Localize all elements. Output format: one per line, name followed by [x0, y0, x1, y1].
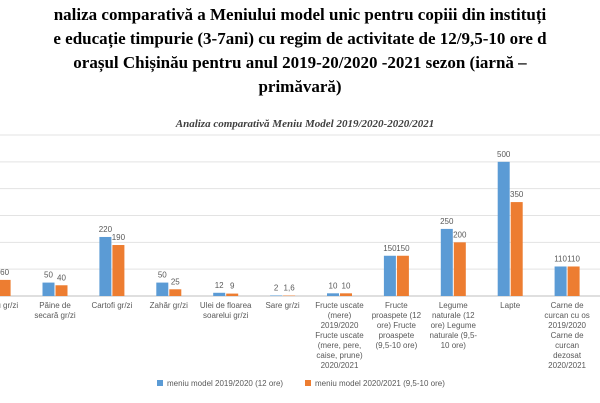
- x-tick-label: Cartofi gr/zi: [91, 301, 133, 310]
- bar: [327, 293, 339, 296]
- legend-swatch: [157, 380, 163, 386]
- bar: [497, 161, 510, 296]
- bar: [42, 282, 55, 296]
- bar: [453, 242, 466, 296]
- data-label: 60: [0, 268, 9, 277]
- bar: [213, 292, 226, 296]
- bar: [156, 282, 169, 296]
- bar: [554, 266, 567, 296]
- x-tick-label: Fructe proaspete (12 ore) Fructe proaspe…: [371, 301, 422, 350]
- legend-label: meniu model 2020/2021 (9,5-10 ore): [315, 379, 445, 388]
- bar: [169, 289, 182, 296]
- x-tick-label: Ulei de floarea soarelui gr/zi: [199, 301, 252, 320]
- x-tick-label: Fructe uscate (mere) 2019/2020 Fructe us…: [315, 301, 364, 370]
- bar: [0, 279, 11, 296]
- data-label: 250: [440, 217, 454, 226]
- data-label: 150: [396, 244, 410, 253]
- data-label: 190: [112, 233, 126, 242]
- chart-subtitle: Analiza comparativă Meniu Model 2019/202…: [175, 118, 435, 130]
- data-label: 500: [497, 150, 511, 159]
- bar: [567, 266, 580, 296]
- chart-title: primăvară): [258, 77, 341, 96]
- data-label: 25: [171, 277, 180, 286]
- data-label: 350: [510, 190, 524, 199]
- data-label: 1,6: [284, 284, 296, 293]
- legend-swatch: [305, 380, 311, 386]
- bar: [510, 202, 523, 296]
- data-label: 110: [567, 254, 580, 263]
- data-label: 50: [158, 271, 167, 280]
- bar: [226, 293, 239, 296]
- data-label: 50: [44, 271, 53, 280]
- chart-title: naliza comparativă a Meniului model unic…: [54, 5, 547, 25]
- data-label: 10: [342, 281, 351, 290]
- data-label: 9: [230, 282, 235, 291]
- bar: [396, 255, 409, 296]
- x-tick-label: Carne de curcan cu os 2019/2020 Carne de…: [544, 301, 590, 370]
- bar: [340, 293, 352, 296]
- chart-title: e educație timpurie (3-7ani) cu regim de…: [53, 29, 547, 49]
- data-label: 2: [274, 283, 279, 292]
- x-tick-label: e grâu gr/zi: [0, 301, 19, 310]
- bar: [440, 228, 453, 296]
- x-tick-label: Legume naturale (12 ore) Legume naturale…: [429, 301, 478, 350]
- data-label: 200: [453, 230, 467, 239]
- x-tick-label: Zahăr gr/zi: [149, 301, 188, 310]
- data-label: 12: [215, 281, 224, 290]
- bar: [55, 285, 68, 296]
- bar: [270, 295, 283, 296]
- x-tick-label: Sare gr/zi: [265, 301, 300, 310]
- legend-label: meniu model 2019/2020 (12 ore): [167, 379, 283, 388]
- x-tick-label: Păine de secară gr/zi: [34, 301, 76, 320]
- bar: [99, 236, 112, 296]
- data-label: 40: [57, 273, 66, 282]
- data-label: 110: [554, 254, 567, 263]
- bar: [383, 255, 396, 296]
- chart-title: orașul Chișinău pentru anul 2019-20/2020…: [73, 53, 527, 73]
- data-label: 220: [99, 225, 113, 234]
- data-label: 10: [329, 281, 338, 290]
- data-label: 150: [383, 244, 397, 253]
- bar: [112, 245, 125, 296]
- x-tick-label: Lapte: [500, 301, 521, 310]
